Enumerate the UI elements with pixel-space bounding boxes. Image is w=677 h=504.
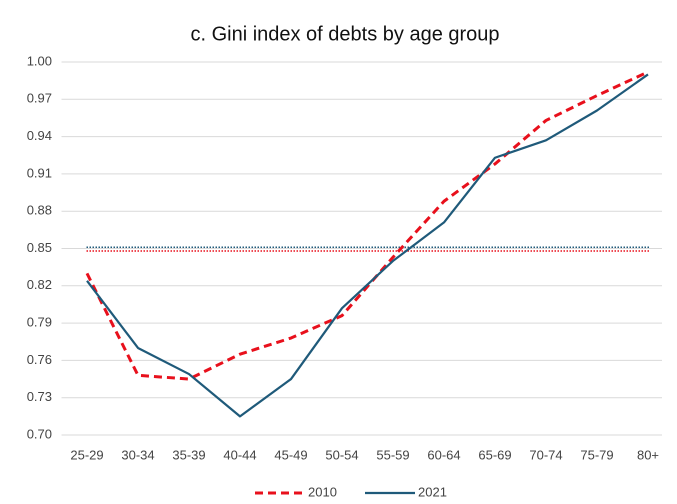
- legend-label: 2010: [308, 484, 337, 499]
- legend-label: 2021: [418, 484, 447, 499]
- y-tick-label: 0.70: [27, 426, 52, 441]
- y-tick-label: 0.82: [27, 277, 52, 292]
- x-tick-label: 65-69: [478, 447, 511, 462]
- x-tick-label: 80+: [637, 447, 659, 462]
- x-tick-label: 40-44: [223, 447, 256, 462]
- y-tick-label: 0.73: [27, 389, 52, 404]
- y-tick-label: 0.91: [27, 165, 52, 180]
- y-tick-label: 0.88: [27, 203, 52, 218]
- x-tick-label: 25-29: [70, 447, 103, 462]
- x-tick-label: 45-49: [274, 447, 307, 462]
- x-tick-label: 35-39: [172, 447, 205, 462]
- x-tick-label: 60-64: [427, 447, 460, 462]
- y-tick-label: 0.94: [27, 128, 52, 143]
- y-tick-label: 0.76: [27, 352, 52, 367]
- x-tick-label: 55-59: [376, 447, 409, 462]
- series-line: [86, 73, 649, 418]
- x-tick-label: 50-54: [325, 447, 358, 462]
- y-tick-label: 0.85: [27, 240, 52, 255]
- x-tick-label: 75-79: [580, 447, 613, 462]
- chart-title: c. Gini index of debts by age group: [190, 23, 499, 45]
- series-line: [85, 70, 649, 381]
- x-tick-label: 70-74: [529, 447, 562, 462]
- y-tick-label: 0.79: [27, 315, 52, 330]
- y-tick-label: 1.00: [27, 53, 52, 68]
- y-tick-label: 0.97: [27, 91, 52, 106]
- x-tick-label: 30-34: [121, 447, 154, 462]
